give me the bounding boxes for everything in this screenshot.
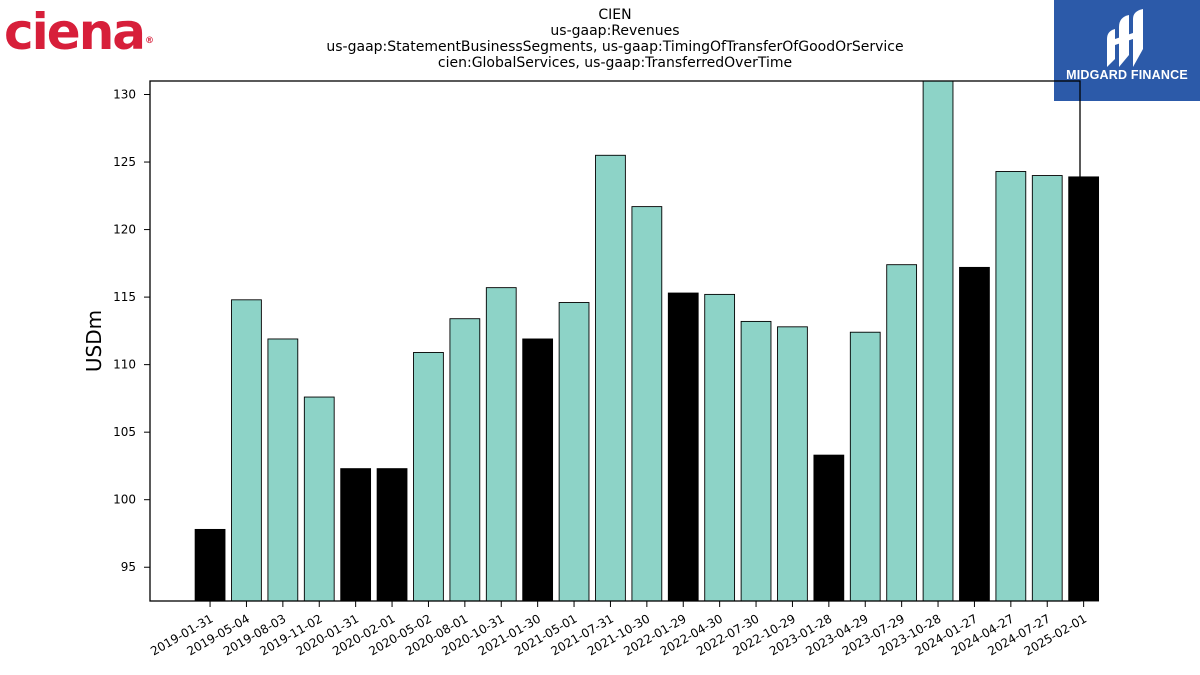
bar-2023-04-29 bbox=[849, 331, 881, 602]
y-tick-label-105: 105 bbox=[113, 425, 136, 439]
y-tick-label-110: 110 bbox=[113, 358, 136, 372]
y-tick-label-115: 115 bbox=[113, 290, 136, 304]
bar-2020-05-02 bbox=[413, 352, 444, 602]
chart-title: CIEN us-gaap:Revenues us-gaap:StatementB… bbox=[200, 7, 1030, 71]
bar-2019-08-03 bbox=[267, 338, 299, 602]
bar-2022-04-30 bbox=[704, 293, 736, 602]
bar-2024-04-27 bbox=[995, 171, 1027, 602]
bar-2021-10-30 bbox=[631, 206, 663, 602]
y-axis-label: USDm bbox=[82, 310, 106, 372]
bar-2024-01-27 bbox=[959, 266, 990, 602]
plot-frame bbox=[149, 80, 1081, 602]
bar-2020-01-31 bbox=[340, 468, 372, 602]
bar-2020-10-31 bbox=[485, 287, 517, 602]
bar-2020-08-01 bbox=[449, 318, 481, 602]
y-tick-label-125: 125 bbox=[113, 155, 136, 169]
bar-2021-07-31 bbox=[595, 154, 626, 602]
bar-2019-01-31 bbox=[194, 528, 226, 602]
chart-title-line-4: cien:GlobalServices, us-gaap:Transferred… bbox=[437, 55, 793, 71]
bar-2022-01-29 bbox=[667, 292, 699, 602]
midgard-finance-logo: MIDGARD FINANCE bbox=[1054, 0, 1200, 101]
bar-2019-05-04 bbox=[231, 299, 262, 602]
ciena-logo: ciena® bbox=[4, 3, 155, 61]
chart-title-line-2: us-gaap:Revenues bbox=[550, 23, 680, 39]
chart-title-line-1: CIEN bbox=[598, 7, 632, 23]
midgard-mark-icon bbox=[1107, 9, 1143, 67]
bar-2020-02-01 bbox=[376, 468, 408, 602]
bar-2024-07-27 bbox=[1031, 175, 1063, 602]
midgard-logo-text: MIDGARD FINANCE bbox=[1066, 68, 1188, 82]
bar-2023-07-29 bbox=[886, 264, 918, 602]
y-tick-label-95: 95 bbox=[121, 560, 136, 574]
bar-2022-07-30 bbox=[740, 320, 772, 602]
bar-2022-10-29 bbox=[777, 326, 808, 602]
bar-2025-02-01 bbox=[1068, 176, 1100, 602]
y-tick-label-120: 120 bbox=[113, 223, 136, 237]
bar-2023-10-28 bbox=[922, 80, 954, 602]
bar-2023-01-28 bbox=[813, 454, 845, 602]
bar-2021-01-30 bbox=[522, 338, 554, 602]
y-tick-label-130: 130 bbox=[113, 88, 136, 102]
bar-2021-05-01 bbox=[558, 302, 590, 602]
bar-2019-11-02 bbox=[303, 396, 335, 602]
chart-title-line-3: us-gaap:StatementBusinessSegments, us-ga… bbox=[326, 39, 904, 55]
y-tick-label-100: 100 bbox=[113, 493, 136, 507]
